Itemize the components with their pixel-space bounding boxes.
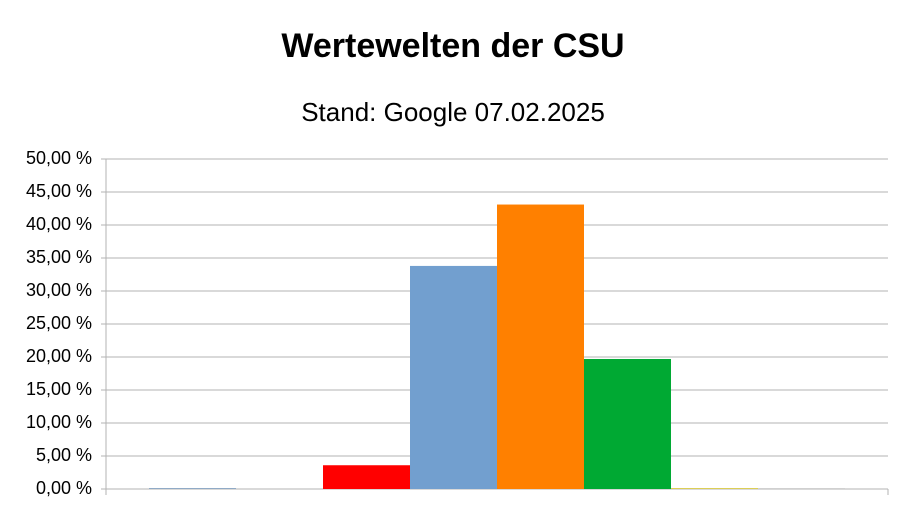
y-tick-label: 20,00 % xyxy=(26,346,92,366)
y-tick-label: 25,00 % xyxy=(26,313,92,333)
y-tick-label: 45,00 % xyxy=(26,181,92,201)
y-tick-label: 40,00 % xyxy=(26,214,92,234)
bar xyxy=(670,488,758,489)
y-tick-label: 10,00 % xyxy=(26,412,92,432)
chart-title: Wertewelten der CSU xyxy=(281,27,624,65)
chart-subtitle: Stand: Google 07.02.2025 xyxy=(301,97,605,127)
bar xyxy=(149,488,237,489)
y-tick-label: 35,00 % xyxy=(26,247,92,267)
y-tick-label: 15,00 % xyxy=(26,379,92,399)
y-tick-label: 5,00 % xyxy=(36,445,92,465)
bar xyxy=(497,204,584,490)
y-tick-label: 50,00 % xyxy=(26,148,92,168)
bar xyxy=(410,265,497,489)
bar xyxy=(323,465,411,489)
y-tick-label: 0,00 % xyxy=(36,478,92,498)
y-tick-label: 30,00 % xyxy=(26,280,92,300)
bar xyxy=(583,358,671,489)
